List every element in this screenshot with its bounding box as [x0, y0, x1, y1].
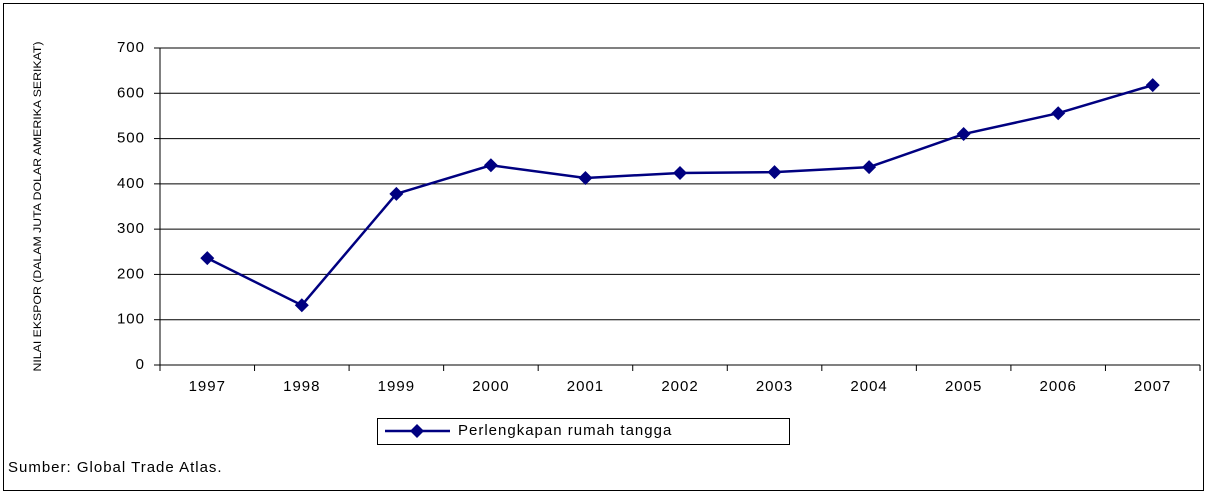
x-tick-label: 1998: [283, 378, 320, 395]
x-tick-label: 1997: [189, 378, 226, 395]
y-tick-label: 700: [117, 39, 145, 56]
y-tick-label: 0: [136, 356, 145, 373]
x-tick-label: 2003: [756, 378, 793, 395]
source-note: Sumber: Global Trade Atlas.: [8, 459, 223, 476]
data-point: [578, 170, 593, 185]
x-tick-label: 2007: [1134, 378, 1171, 395]
data-point: [200, 251, 215, 266]
x-tick-label: 2002: [661, 378, 698, 395]
data-point: [956, 127, 971, 142]
x-tick-label: 2004: [850, 378, 887, 395]
y-tick-label: 300: [117, 220, 145, 237]
y-tick-label: 400: [117, 175, 145, 192]
chart-frame: [3, 3, 1204, 491]
data-point: [1145, 78, 1160, 93]
x-tick-label: 2005: [945, 378, 982, 395]
y-axis-label: NILAI EKSPOR (DALAM JUTA DOLAR AMERIKA S…: [32, 42, 44, 372]
legend-marker: [410, 424, 424, 438]
x-tick-label: 2001: [567, 378, 604, 395]
data-point: [483, 158, 498, 173]
data-point: [1051, 106, 1066, 121]
y-tick-label: 600: [117, 84, 145, 101]
y-tick-label: 200: [117, 265, 145, 282]
x-tick-label: 2006: [1039, 378, 1076, 395]
data-point: [862, 160, 877, 175]
legend-box: [377, 418, 790, 445]
data-point: [294, 298, 309, 313]
data-point: [767, 165, 782, 180]
y-tick-label: 100: [117, 311, 145, 328]
data-point: [673, 165, 687, 180]
x-tick-label: 2000: [472, 378, 509, 395]
data-point: [389, 186, 404, 201]
x-tick-label: 1999: [378, 378, 415, 395]
y-tick-label: 500: [117, 130, 145, 147]
legend-label: Perlengkapan rumah tangga: [458, 422, 672, 439]
